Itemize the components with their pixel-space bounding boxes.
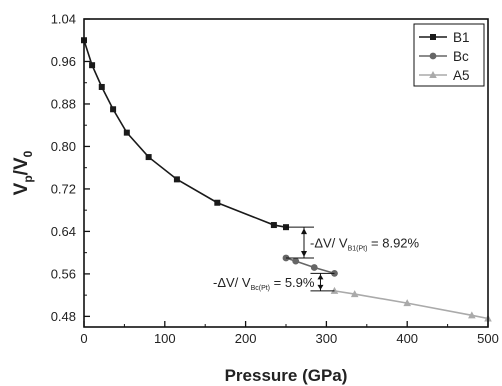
- marker-B1-4: [123, 129, 130, 136]
- legend: B1 Bc A5: [413, 23, 485, 87]
- marker-Bc-2: [310, 264, 318, 271]
- annotation-2-arrow-down: [317, 284, 324, 290]
- legend-box: [413, 23, 485, 87]
- marker-B1-7: [214, 199, 221, 206]
- y-tick-label-0.64: 0.64: [51, 224, 76, 239]
- y-axis-label-sub1: p: [21, 175, 35, 182]
- series-line-B1: [83, 39, 287, 228]
- x-tick-label-500: 500: [477, 331, 499, 346]
- annotations: -ΔV/ VB1(Pt) = 8.92% -ΔV/ VBc(Pt) = 5.9%: [213, 226, 420, 292]
- axis-ticks: 0 100 200 300 400 500 0.48 0.56 0.64 0.72 0.80 0.88…: [51, 12, 499, 347]
- marker-A5-3: [468, 311, 476, 319]
- annotation-2-arrow-up: [317, 274, 324, 280]
- y-axis-label: Vp/V0: [11, 150, 35, 195]
- marker-B1-8: [270, 222, 277, 229]
- y-tick-label-1.04: 1.04: [51, 12, 76, 27]
- series-line-Bc: [285, 257, 335, 275]
- x-tick-label-300: 300: [316, 331, 338, 346]
- marker-B1-1: [89, 62, 96, 69]
- x-tick-label-200: 200: [235, 331, 257, 346]
- x-tick-label-100: 100: [154, 331, 176, 346]
- marker-A5-1: [350, 290, 359, 298]
- x-axis-label: Pressure (GPa): [225, 366, 348, 385]
- marker-B1-6: [173, 176, 180, 183]
- series-markers: [81, 37, 492, 322]
- marker-B1-2: [98, 83, 105, 90]
- annotation-1-arrow-down: [301, 250, 307, 257]
- annotation-1-arrow-up: [301, 228, 307, 235]
- y-tick-label-0.96: 0.96: [51, 54, 76, 69]
- legend-label-Bc: Bc: [453, 49, 469, 64]
- y-tick-label-0.88: 0.88: [51, 96, 76, 111]
- marker-A5-2: [403, 299, 411, 307]
- marker-B1-5: [145, 154, 152, 161]
- legend-marker-A5: [429, 71, 437, 78]
- annotation-2-label: -ΔV/ VBc(Pt) = 5.9%: [213, 275, 315, 292]
- y-tick-label-0.56: 0.56: [51, 266, 76, 281]
- y-axis-label-base: V: [11, 182, 32, 195]
- marker-Bc-1: [292, 257, 300, 265]
- y-axis-label-mid: /V: [11, 157, 32, 175]
- annotation-1-label: -ΔV/ VB1(Pt) = 8.92%: [310, 236, 420, 253]
- legend-label-A5: A5: [453, 68, 470, 83]
- y-tick-label-0.48: 0.48: [51, 309, 76, 324]
- x-tick-label-400: 400: [396, 331, 418, 346]
- marker-B1-3: [110, 106, 117, 113]
- y-axis-label-sub2: 0: [21, 150, 35, 157]
- series-line-A5: [334, 290, 489, 320]
- x-tick-label-0: 0: [80, 331, 87, 346]
- legend-marker-Bc: [429, 52, 437, 60]
- y-tick-label-0.72: 0.72: [51, 181, 76, 196]
- legend-label-B1: B1: [453, 30, 470, 45]
- y-tick-label-0.8: 0.80: [51, 139, 76, 154]
- legend-marker-B1: [430, 34, 436, 40]
